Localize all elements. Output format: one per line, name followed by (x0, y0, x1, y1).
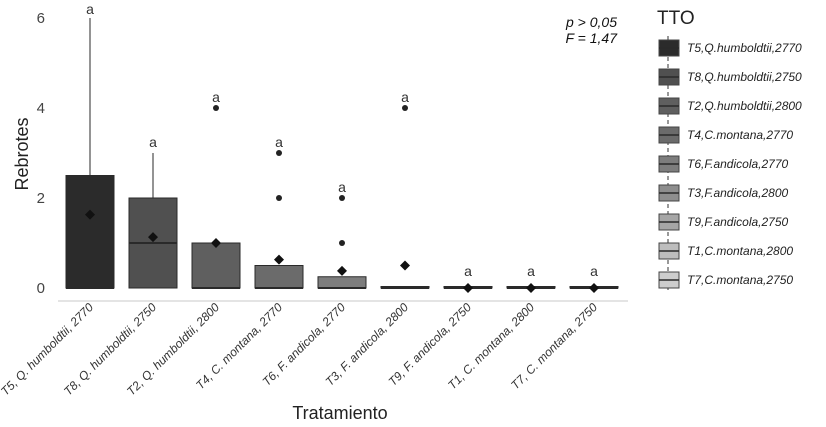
group-letter: a (464, 263, 472, 279)
mean-marker (400, 260, 410, 271)
box-iqr (191, 242, 241, 289)
mean-marker (589, 283, 599, 293)
group-letter: a (401, 89, 409, 105)
box-group: a (128, 134, 178, 289)
group-letter: a (275, 134, 283, 150)
outlier-point (339, 240, 345, 246)
outlier-point (339, 195, 345, 201)
mean-marker (337, 265, 347, 276)
y-tick-label: 2 (37, 190, 45, 207)
box-group: a (443, 263, 493, 293)
legend-label: T2,Q.humboldtii,2800 (687, 99, 802, 113)
legend-label: T7,C.montana,2750 (687, 273, 793, 287)
x-axis-title: Tratamiento (292, 403, 387, 423)
mean-marker (148, 232, 158, 243)
outlier-point (276, 195, 282, 201)
box-group: a (254, 134, 304, 289)
group-letter: a (149, 134, 157, 150)
legend-label: T6,F.andicola,2770 (687, 157, 789, 171)
f-value-annotation: F = 1,47 (565, 30, 618, 46)
box-iqr (317, 276, 367, 289)
legend-label: T3,F.andicola,2800 (687, 186, 789, 200)
legend-title: TTO (657, 8, 695, 29)
p-value-annotation: p > 0,05 (565, 14, 617, 30)
outlier-point (213, 105, 219, 111)
box-group: a (506, 263, 556, 293)
group-letter: a (86, 1, 94, 17)
box-group: a (569, 263, 619, 293)
outlier-point (276, 150, 282, 156)
legend-label: T4,C.montana,2770 (687, 128, 793, 142)
mean-marker (526, 283, 536, 293)
mean-marker (274, 254, 284, 265)
y-tick-label: 4 (37, 100, 45, 117)
plot-area: a a a a a a a a a (65, 1, 619, 293)
group-letter: a (527, 263, 535, 279)
box-iqr (65, 175, 115, 289)
mean-marker (211, 238, 221, 248)
y-tick-label: 0 (37, 280, 45, 297)
legend-label: T1,C.montana,2800 (687, 244, 793, 258)
box-group: a (191, 89, 241, 289)
mean-marker (463, 283, 473, 293)
legend-label: T9,F.andicola,2750 (687, 215, 789, 229)
y-axis-title: Rebrotes (12, 117, 32, 190)
group-letter: a (338, 179, 346, 195)
box-iqr (254, 265, 304, 289)
group-letter: a (590, 263, 598, 279)
box-group: a (380, 89, 430, 289)
legend-label: T5,Q.humboldtii,2770 (687, 41, 802, 55)
legend-label: T8,Q.humboldtii,2750 (687, 70, 802, 84)
y-tick-label: 6 (37, 10, 45, 27)
box-group: a (65, 1, 115, 289)
y-axis-ticks: 0 2 4 6 (37, 10, 45, 297)
box-group: a (317, 179, 367, 289)
outlier-point (402, 105, 408, 111)
group-letter: a (212, 89, 220, 105)
mean-marker (85, 209, 95, 220)
legend: T5,Q.humboldtii,2770 T8,Q.humboldtii,2750… (658, 36, 802, 290)
